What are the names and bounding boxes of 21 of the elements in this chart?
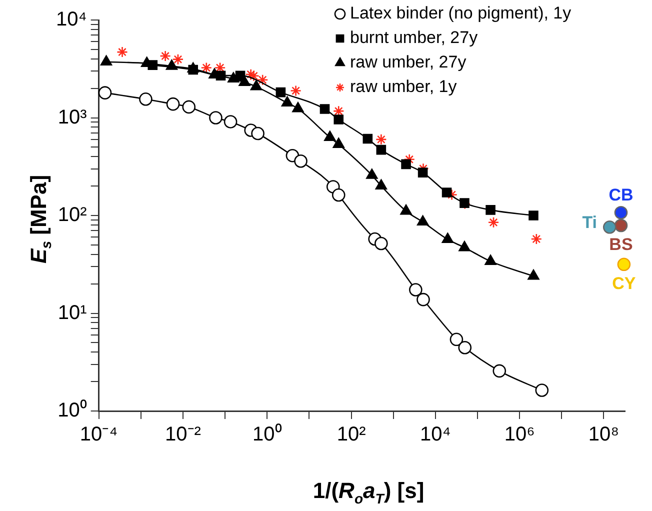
x-tick-label: 10⁶ <box>504 424 535 446</box>
legend-label: raw umber, 1y <box>350 77 458 96</box>
x-tick-label: 10⁸ <box>588 424 620 446</box>
y-tick-label: 10² <box>58 204 88 226</box>
y-tick-label: 10⁰ <box>58 398 87 422</box>
y-tick-label: 10³ <box>58 106 88 128</box>
series-label: BS <box>609 235 633 254</box>
series-label: CY <box>612 274 636 294</box>
x-tick-label: 10² <box>336 424 366 446</box>
legend-label: raw umber, 27y <box>350 52 467 72</box>
series-label: CB <box>608 185 634 204</box>
legend-label: Latex binder (no pigment), 1y <box>350 4 572 23</box>
x-tick-label: 10⁴ <box>420 424 451 446</box>
x-tick-label: 10⁻² <box>165 424 202 446</box>
legend-label: burnt umber, 27y <box>350 28 478 48</box>
series-label: Ti <box>582 212 598 232</box>
y-tick-label: 10⁴ <box>56 8 87 31</box>
x-tick-label: 10⁻⁴ <box>80 424 118 446</box>
y-tick-label: 10¹ <box>58 302 88 324</box>
x-axis-title: 1/(R$_{o}$a$_{T}$) [s] <box>312 478 426 506</box>
x-tick-label: 10⁰ <box>252 422 282 446</box>
